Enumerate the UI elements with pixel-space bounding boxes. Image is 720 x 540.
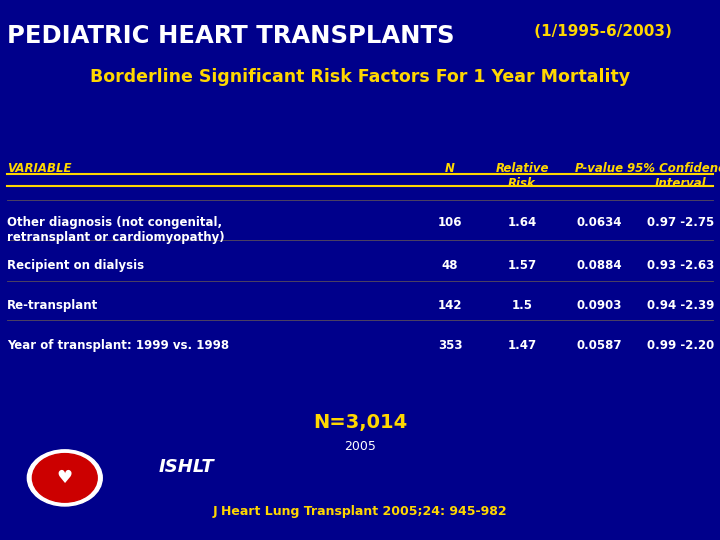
Text: 1.47: 1.47 <box>508 339 536 352</box>
Text: 142: 142 <box>438 299 462 312</box>
Text: N: N <box>445 162 455 175</box>
Text: 0.94 -2.39: 0.94 -2.39 <box>647 299 714 312</box>
Text: Other diagnosis (not congenital,
retransplant or cardiomyopathy): Other diagnosis (not congenital, retrans… <box>7 216 225 244</box>
Text: 1.57: 1.57 <box>508 259 536 272</box>
Text: 0.93 -2.63: 0.93 -2.63 <box>647 259 714 272</box>
Text: N=3,014: N=3,014 <box>313 413 407 432</box>
Circle shape <box>32 454 97 502</box>
Text: 0.99 -2.20: 0.99 -2.20 <box>647 339 714 352</box>
Text: Re-transplant: Re-transplant <box>7 299 99 312</box>
Text: 0.97 -2.75: 0.97 -2.75 <box>647 216 714 229</box>
Text: 2005: 2005 <box>344 440 376 453</box>
Text: 0.0634: 0.0634 <box>577 216 622 229</box>
Text: Relative
Risk: Relative Risk <box>495 162 549 190</box>
Text: 48: 48 <box>442 259 458 272</box>
Text: 353: 353 <box>438 339 462 352</box>
Text: Recipient on dialysis: Recipient on dialysis <box>7 259 144 272</box>
Text: 1.5: 1.5 <box>511 299 533 312</box>
Text: 0.0903: 0.0903 <box>577 299 622 312</box>
Text: J Heart Lung Transplant 2005;24: 945-982: J Heart Lung Transplant 2005;24: 945-982 <box>212 505 508 518</box>
Text: 1.64: 1.64 <box>508 216 536 229</box>
Text: Year of transplant: 1999 vs. 1998: Year of transplant: 1999 vs. 1998 <box>7 339 230 352</box>
Text: PEDIATRIC HEART TRANSPLANTS: PEDIATRIC HEART TRANSPLANTS <box>7 24 455 48</box>
Text: ♥: ♥ <box>57 469 73 487</box>
Text: VARIABLE: VARIABLE <box>7 162 72 175</box>
Text: (1/1995-6/2003): (1/1995-6/2003) <box>529 24 672 39</box>
Circle shape <box>27 450 102 506</box>
Text: 95% Confidence
Interval: 95% Confidence Interval <box>627 162 720 190</box>
Text: 0.0587: 0.0587 <box>577 339 622 352</box>
Text: P-value: P-value <box>575 162 624 175</box>
Text: Borderline Significant Risk Factors For 1 Year Mortality: Borderline Significant Risk Factors For … <box>90 68 630 85</box>
Text: ISHLT: ISHLT <box>158 458 214 476</box>
Text: 0.0884: 0.0884 <box>577 259 622 272</box>
Text: 106: 106 <box>438 216 462 229</box>
